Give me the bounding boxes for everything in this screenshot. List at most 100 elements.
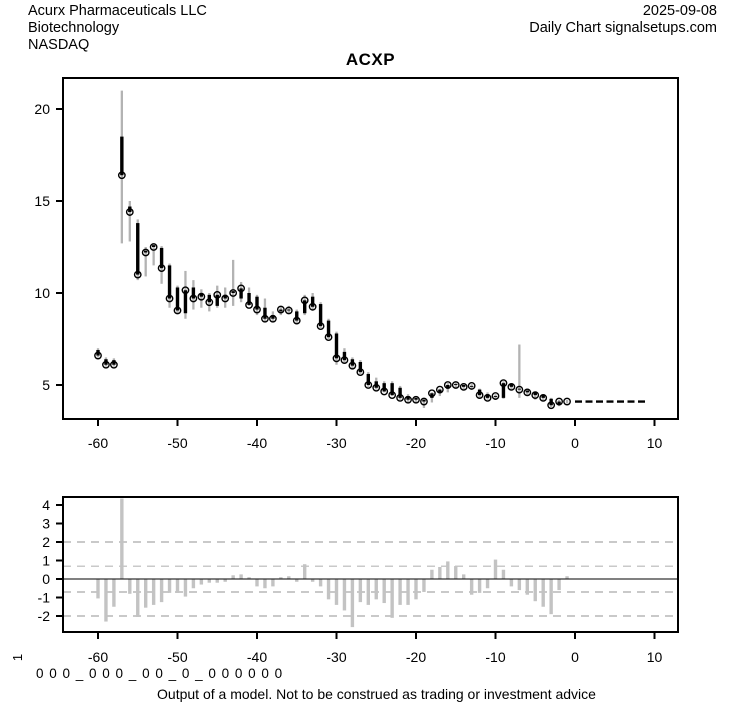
close-marker [189, 294, 198, 303]
company-name: Acurx Pharmaceuticals LLC [28, 3, 207, 19]
close-marker [427, 389, 436, 398]
price-plot-box [62, 77, 679, 420]
close-marker [388, 391, 397, 400]
close-marker [348, 361, 357, 370]
close-marker [284, 306, 293, 315]
close-marker [467, 382, 476, 390]
y-tick-label: 20 [34, 101, 50, 117]
close-marker [276, 305, 285, 314]
close-marker [420, 397, 428, 406]
price-y-axis: 20 15 10 5 [34, 101, 63, 393]
x-tick-label: -10 [485, 649, 505, 665]
close-marker [523, 388, 532, 397]
y-tick-label: 3 [42, 516, 50, 532]
y-tick-label: 1 [42, 553, 50, 569]
close-marker [451, 381, 460, 389]
close-marker [340, 356, 349, 365]
close-marker [117, 171, 126, 180]
sector-label: Biotechnology [28, 20, 120, 36]
exchange-label: NASDAQ [28, 37, 90, 53]
close-marker [547, 401, 556, 410]
y-tick-label: 5 [42, 377, 50, 393]
close-marker [221, 294, 230, 303]
close-marker [261, 314, 269, 323]
signal-y-axis: 4 3 2 1 0 -1 -2 [38, 497, 63, 624]
close-marker [181, 286, 190, 295]
x-tick-label: 10 [647, 435, 663, 451]
close-marker [300, 296, 309, 305]
close-marker [268, 314, 277, 323]
ticker-title: ACXP [345, 50, 396, 69]
close-marker [356, 368, 365, 377]
x-tick-label: -50 [167, 649, 187, 665]
close-marker [149, 243, 158, 251]
close-marker [372, 383, 381, 392]
close-marker [229, 289, 238, 297]
close-marker [133, 270, 142, 279]
close-marker [205, 298, 214, 307]
close-marker [555, 397, 563, 406]
close-marker [515, 385, 524, 394]
signal-string: 0 0 0 _ 0 0 0 _ 0 0 _ 0 _ 0 0 0 0 0 0 [36, 666, 284, 681]
close-marker [125, 208, 134, 216]
chart-date: 2025-09-08 [642, 3, 717, 19]
close-marker [396, 393, 404, 402]
close-marker [316, 322, 325, 331]
y-tick-label: 2 [42, 534, 50, 550]
chart-type-label: Daily Chart signalsetups.com [529, 20, 717, 36]
close-marker [443, 381, 452, 389]
close-marker [253, 305, 261, 314]
price-x-axis: -60 -50 -40 -30 -20 -10 0 10 [88, 419, 663, 451]
close-marker [308, 302, 317, 311]
x-tick-label: 10 [647, 649, 663, 665]
x-tick-label: -40 [247, 435, 267, 451]
close-marker [483, 393, 492, 402]
x-tick-label: -60 [88, 435, 108, 451]
close-markers [94, 171, 571, 410]
close-marker [332, 354, 341, 363]
close-marker [499, 379, 508, 388]
ohlc-bodies [96, 136, 561, 406]
x-tick-label: 0 [571, 435, 579, 451]
disclaimer-text: Output of a model. Not to be construed a… [157, 686, 596, 702]
y-tick-label: 0 [42, 571, 50, 587]
close-marker [380, 387, 389, 396]
close-marker [237, 284, 246, 293]
close-marker [102, 360, 110, 369]
x-tick-label: -50 [167, 435, 187, 451]
close-marker [110, 360, 118, 369]
close-marker [245, 301, 253, 309]
price-plot-border [62, 77, 679, 420]
close-marker [141, 248, 150, 257]
y-tick-label: -2 [38, 608, 51, 624]
close-marker [531, 391, 540, 400]
close-marker [475, 391, 484, 400]
close-marker [412, 395, 420, 404]
close-marker [364, 381, 373, 389]
close-marker [459, 382, 468, 391]
x-tick-label: -60 [88, 649, 108, 665]
signal-x-axis: -60 -50 -40 -30 -20 -10 0 10 [88, 632, 663, 665]
close-marker [292, 316, 301, 325]
x-tick-label: -20 [406, 649, 426, 665]
signal-plot-border [62, 496, 679, 633]
x-tick-label: -40 [247, 649, 267, 665]
close-marker [404, 395, 412, 404]
y-tick-label: 10 [34, 285, 50, 301]
y-tick-label: 15 [34, 193, 50, 209]
close-marker [157, 264, 166, 273]
signal-plot-box [62, 496, 679, 633]
histogram-bars [96, 498, 569, 628]
x-tick-label: -10 [485, 435, 505, 451]
close-marker [165, 294, 174, 303]
close-marker [94, 351, 102, 360]
ohlc-wicks [96, 90, 569, 408]
close-marker [491, 392, 500, 400]
close-marker [213, 290, 222, 299]
close-marker [539, 393, 548, 402]
x-tick-label: -20 [406, 435, 426, 451]
x-tick-label: -30 [326, 649, 346, 665]
close-marker [563, 397, 571, 406]
